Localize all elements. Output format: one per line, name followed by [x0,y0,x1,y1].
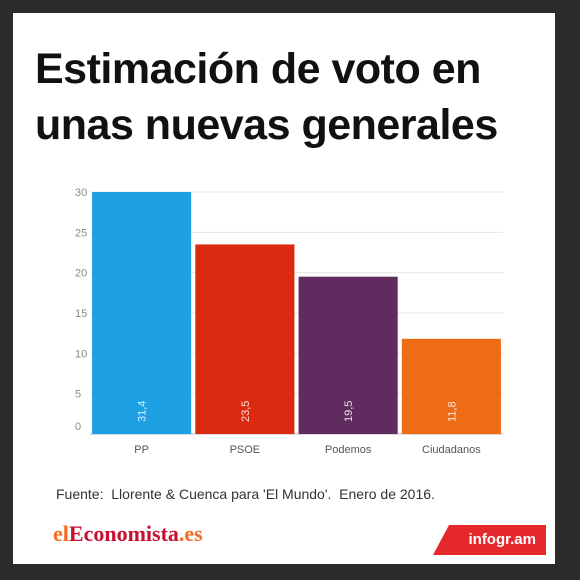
x-tick-label: Ciudadanos [422,444,481,456]
y-tick-label: 30 [75,187,87,199]
bar-pp [92,192,192,434]
x-tick-label: PSOE [230,444,261,456]
data-label: 23,5 [240,401,252,422]
data-label: 31,4 [137,401,149,422]
bar-ciudadanos [401,338,501,434]
bar-psoe [195,244,295,434]
logo-part-economista: Economista [68,521,179,546]
logo-part-es: .es [178,521,203,546]
eleconomista-logo[interactable]: elEconomista.es [53,521,203,547]
bar-podemos [298,276,398,434]
y-tick-label: 25 [75,227,87,239]
y-tick-label: 20 [75,268,87,280]
data-label: 19,5 [343,401,355,422]
infogram-badge[interactable]: infogr.am [433,525,546,555]
x-tick-label: Podemos [325,444,372,456]
infogram-label: infogr.am [468,531,536,548]
x-tick-label: PP [134,444,149,456]
y-tick-label: 15 [75,308,87,320]
y-tick-label: 0 [75,421,81,433]
y-tick-label: 5 [75,389,81,401]
data-label: 11,8 [446,401,458,422]
y-tick-label: 10 [75,348,87,360]
chart-title: Estimación de voto en unas nuevas genera… [35,45,498,149]
bar-chart: 0 5 10 15 20 25 30 31,4 PP 23,5 PSOE 19,5 Podemos 11,… [75,187,503,456]
logo-part-el: el [53,521,69,546]
source-note: Fuente: Llorente & Cuenca para 'El Mundo… [56,486,435,502]
chart-card: Estimación de voto en unas nuevas genera… [13,13,555,564]
